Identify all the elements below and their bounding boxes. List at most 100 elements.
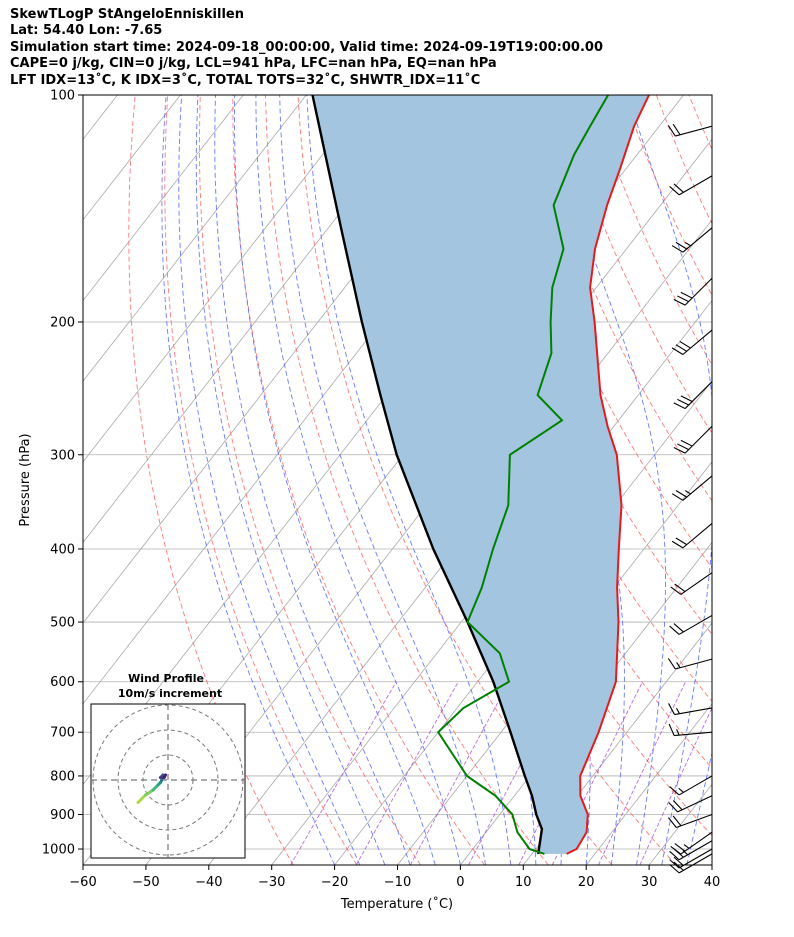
wind-barb-half-flag <box>683 844 690 849</box>
dry-adiabat-line <box>232 95 485 865</box>
isotherm-line <box>775 95 794 865</box>
wind-barb-flag <box>673 446 686 454</box>
wind-barb-shaft <box>684 277 713 306</box>
wind-barb-half-flag <box>676 707 680 714</box>
isotherm-line <box>83 95 370 463</box>
wind-barb <box>668 795 713 813</box>
wind-barb <box>671 475 713 501</box>
wind-barb-flag <box>668 703 676 715</box>
y-tick-label: 700 <box>50 726 75 741</box>
dry-adiabat-line <box>199 95 422 865</box>
wind-barb-half-flag <box>678 787 684 793</box>
wind-barb-flag <box>672 815 682 827</box>
moist-adiabat-line <box>627 95 712 865</box>
wind-barb <box>671 329 713 355</box>
wind-barb-flag <box>675 344 688 352</box>
wind-barb <box>669 848 713 869</box>
simulation-time-info: Simulation start time: 2024-09-18_00:00:… <box>10 39 603 55</box>
mixing-ratio-line <box>639 706 712 865</box>
wind-barb-flag <box>671 347 684 355</box>
wind-barb-flag <box>680 291 693 299</box>
wind-barb-flag <box>673 183 684 193</box>
wind-barb-flag <box>669 186 680 196</box>
x-tick-label: 0 <box>456 875 464 890</box>
wind-barb <box>673 381 713 410</box>
x-tick-label: 10 <box>515 875 532 890</box>
wind-barb <box>668 723 713 737</box>
moist-adiabat-line <box>686 751 712 865</box>
wind-barb-shaft <box>682 227 713 253</box>
dry-adiabat-line <box>297 95 613 865</box>
isotherm-line <box>585 703 712 865</box>
chart-header: SkewTLogP StAngeloEnniskillen Lat: 54.40… <box>10 7 790 89</box>
moist-adiabat-line <box>178 95 361 865</box>
hodograph-subtitle: 10m/s increment <box>118 687 222 700</box>
wind-barb-flag <box>680 395 693 402</box>
wind-barb <box>667 658 713 670</box>
wind-barb <box>671 227 713 253</box>
wind-barb-flag <box>670 846 682 855</box>
wind-barb-flag <box>673 623 684 633</box>
y-tick-label: 600 <box>50 675 75 690</box>
wind-barb-flag <box>675 490 688 498</box>
wind-barb-flag <box>669 859 680 869</box>
cape-area <box>312 95 649 854</box>
wind-barb-half-flag <box>684 241 691 247</box>
moist-adiabat-line <box>306 95 512 865</box>
wind-barb <box>673 277 713 306</box>
wind-barb-shaft <box>682 475 713 501</box>
moist-adiabat-line <box>195 95 386 865</box>
wind-barb-flag <box>677 443 689 451</box>
wind-barb-half-flag <box>676 729 680 736</box>
wind-barb-shaft <box>682 329 713 355</box>
hodograph-segment <box>144 788 155 797</box>
dry-adiabat-line <box>655 95 712 225</box>
wind-barb-shaft <box>678 614 713 635</box>
wind-barb <box>669 853 713 874</box>
wind-barb-flag <box>673 298 686 306</box>
y-tick-label: 900 <box>50 808 75 823</box>
wind-barb-flag <box>667 125 676 137</box>
wind-barb <box>667 814 713 829</box>
wind-barb-flag <box>667 658 676 670</box>
wind-barb-flag <box>680 439 693 447</box>
x-axis-label: Temperature (˚C) <box>340 896 453 912</box>
wind-barb-flag <box>669 850 680 861</box>
wind-barb-shaft <box>678 853 713 874</box>
wind-barb-half-flag <box>682 850 689 856</box>
dry-adiabat-line <box>688 95 712 151</box>
wind-barb <box>668 703 713 716</box>
dry-adiabat-line <box>128 95 294 865</box>
wind-barb-flag <box>671 540 684 549</box>
wind-barb-flag <box>675 537 688 546</box>
dry-adiabat-line <box>754 95 794 865</box>
wind-barb <box>669 775 713 796</box>
hodograph-inset: Wind Profile 10m/s increment <box>90 672 246 859</box>
mixing-ratio-line <box>355 681 459 865</box>
wind-barb-flag <box>672 123 681 136</box>
wind-barb-flag <box>672 800 683 811</box>
isotherm-line <box>648 783 712 865</box>
wind-barb <box>670 831 713 855</box>
wind-barb-shaft <box>675 658 713 670</box>
wind-barb-flag <box>671 245 684 253</box>
wind-barb <box>669 175 713 196</box>
isotherm-line <box>711 864 712 865</box>
wind-barb-flag <box>674 583 686 593</box>
wind-barb-half-flag <box>676 662 681 668</box>
wind-barb-flag <box>673 402 686 410</box>
wind-barb <box>671 523 713 549</box>
y-tick-label: 500 <box>50 616 75 631</box>
x-tick-label: −40 <box>195 875 222 890</box>
wind-barb-flag <box>673 856 684 866</box>
chart-title: SkewTLogP StAngeloEnniskillen <box>10 7 244 22</box>
moist-adiabat-line <box>234 95 436 865</box>
y-tick-label: 800 <box>50 769 75 784</box>
isotherm-line <box>83 95 307 382</box>
wind-barb <box>667 123 713 137</box>
cape-info: CAPE=0 j/kg, CIN=0 j/kg, LCL=941 hPa, LF… <box>10 56 497 72</box>
wind-barb <box>669 614 713 635</box>
mixing-ratio-line <box>597 681 687 865</box>
wind-barb-flag <box>674 843 686 852</box>
x-tick-label: −50 <box>132 875 159 890</box>
